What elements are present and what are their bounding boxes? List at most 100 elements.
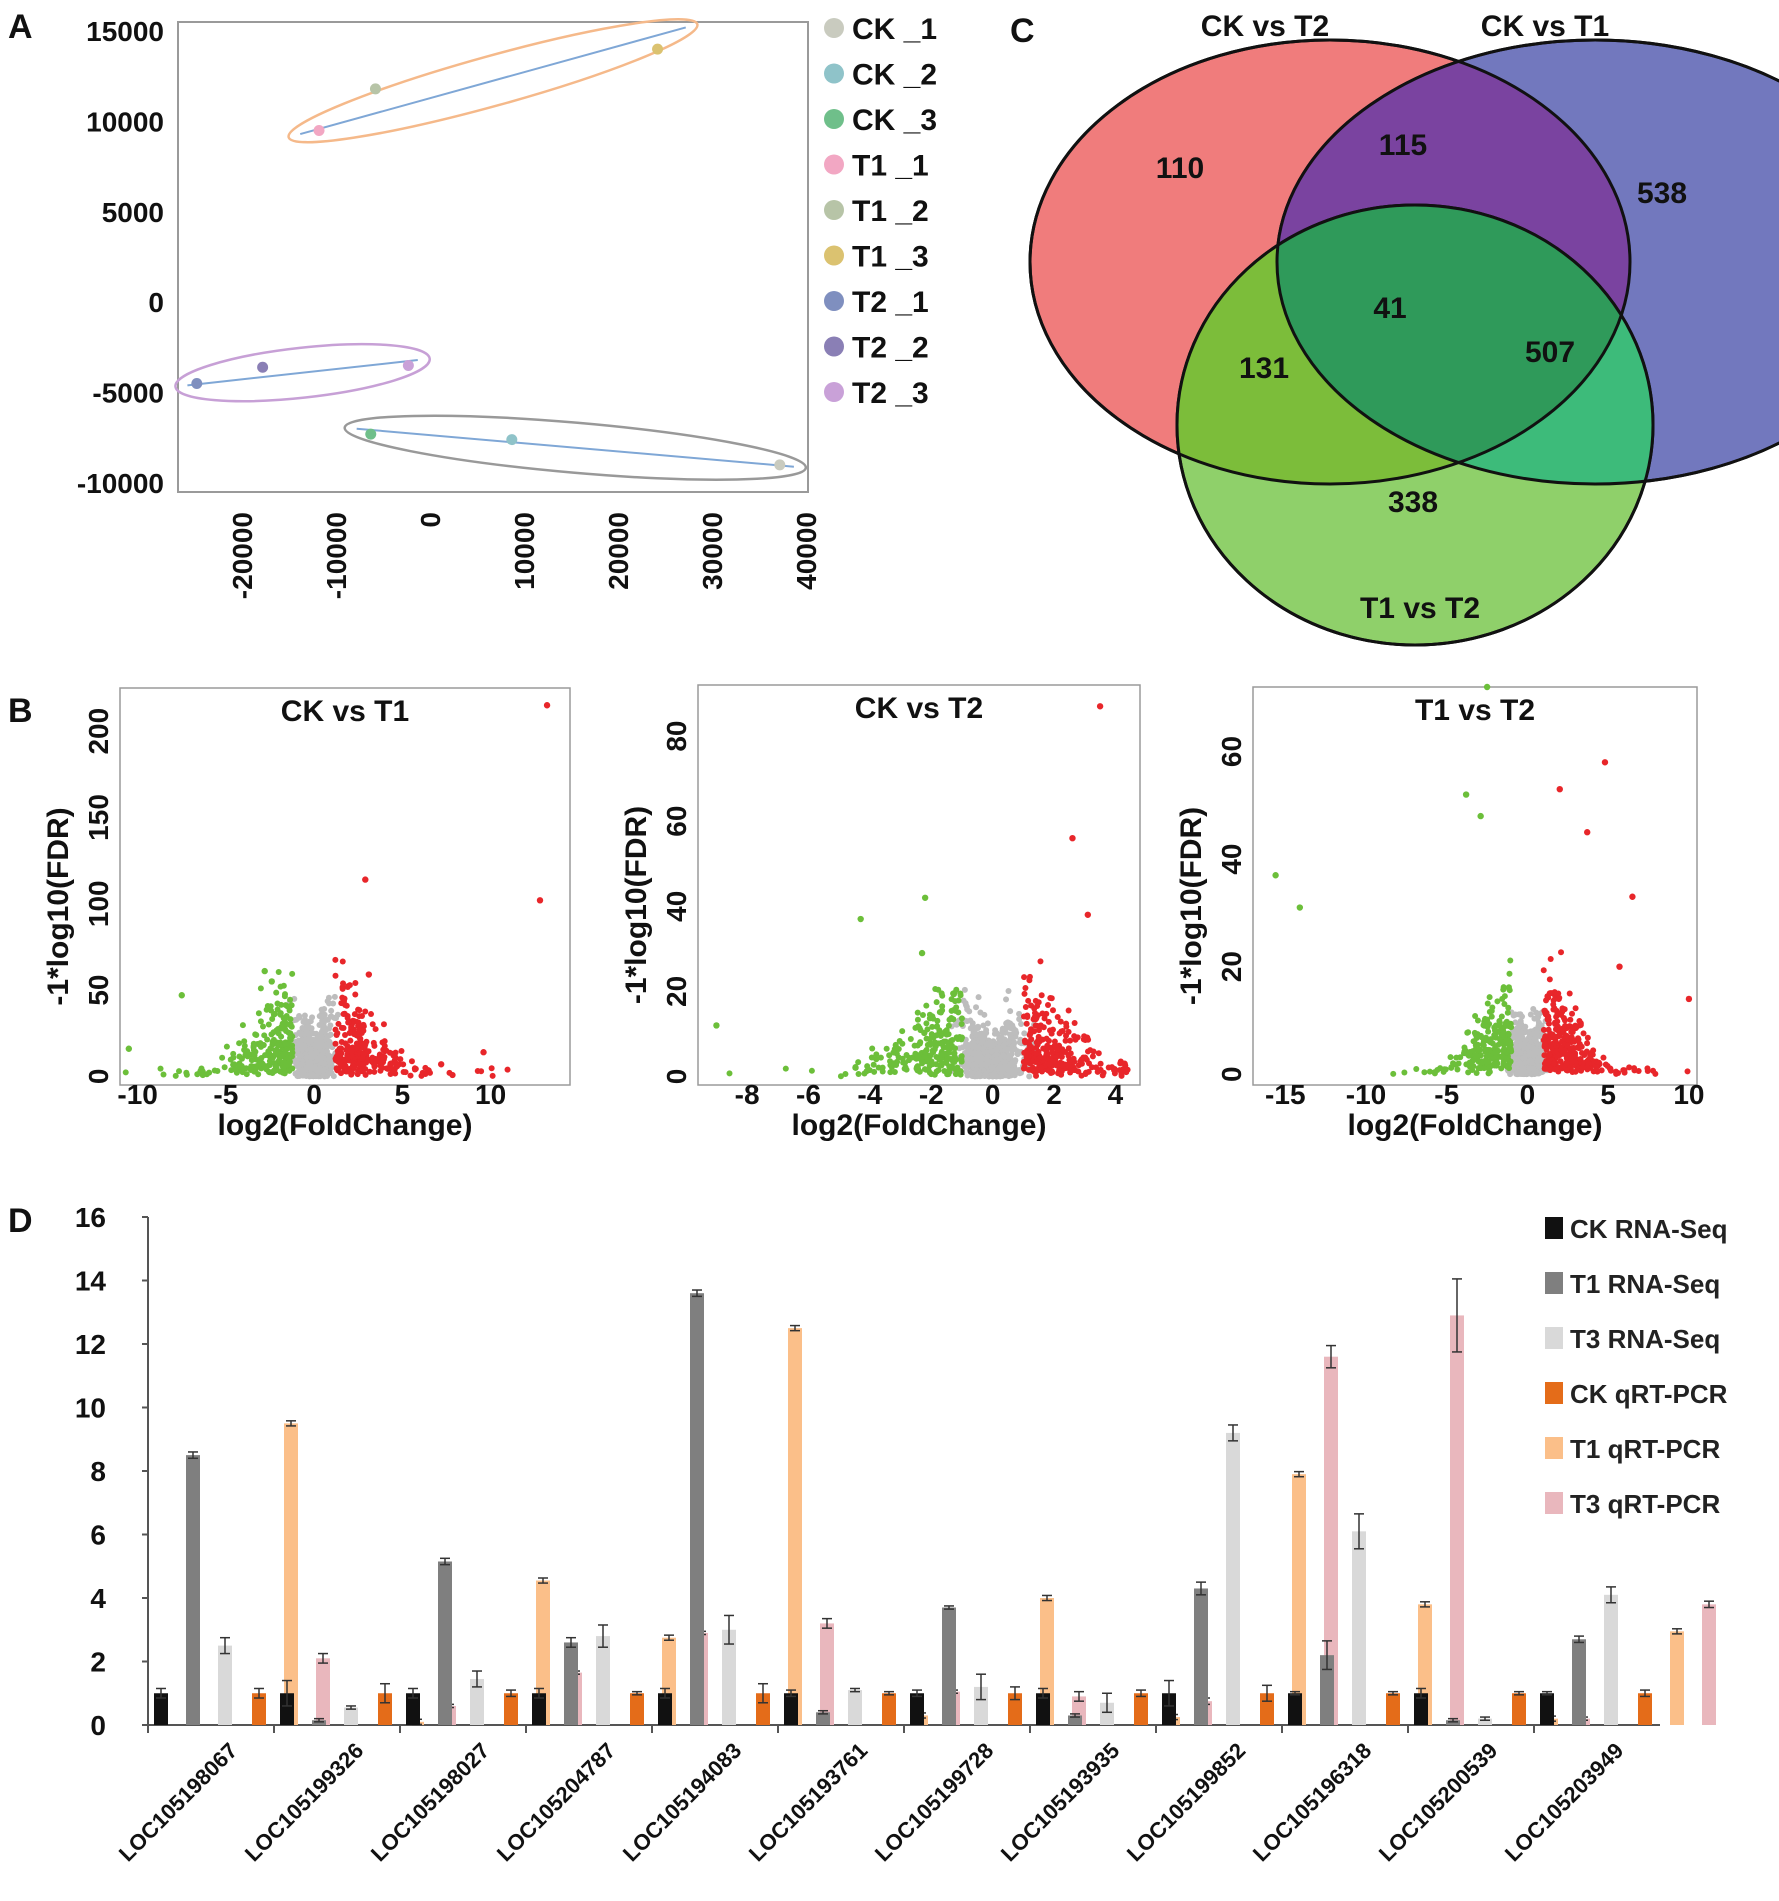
volcano-point-up: [1568, 1058, 1575, 1065]
volcano-x-tick-label: 5: [1600, 1079, 1616, 1110]
volcano-point-up: [354, 1043, 361, 1050]
volcano-point-ns: [993, 1046, 1000, 1053]
volcano-point-up: [1033, 1072, 1040, 1079]
volcano-point-up: [1046, 1044, 1053, 1051]
volcano-point-down: [231, 1061, 238, 1068]
volcano-point-down: [1470, 1063, 1477, 1070]
volcano-title: CK vs T2: [855, 692, 983, 725]
volcano-plot-ck-vs-t1: CK vs T1-10 -5 0 5 10050100150200log2(FoldCh…: [42, 687, 571, 1142]
volcano-point-up: [1071, 1020, 1078, 1027]
volcano-highlight-point: [1483, 683, 1491, 691]
volcano-point-up: [371, 1068, 378, 1075]
volcano-point-down: [1481, 1022, 1488, 1029]
volcano-point-down: [1464, 1029, 1471, 1036]
volcano-point-up: [1027, 1060, 1034, 1067]
bar: [788, 1328, 802, 1725]
volcano-point-ns: [972, 1025, 979, 1032]
bar-legend-swatch: [1545, 1217, 1563, 1239]
volcano-point-down: [241, 1038, 248, 1045]
volcano-x-tick-label: 4: [1108, 1079, 1124, 1110]
volcano-y-tick-label: 0: [83, 1069, 114, 1085]
volcano-point-down: [270, 1029, 277, 1036]
panel-label-d: D: [8, 1202, 33, 1240]
volcano-point-ns: [995, 1056, 1002, 1063]
volcano-point-up: [1065, 1045, 1072, 1052]
volcano-point-up: [426, 1069, 433, 1076]
volcano-point-up: [1099, 1072, 1106, 1079]
volcano-point-down: [914, 1016, 921, 1023]
volcano-point-down: [1494, 998, 1501, 1005]
volcano-point-up: [1540, 1037, 1547, 1044]
volcano-point-ns: [1517, 1033, 1524, 1040]
volcano-highlight-point: [1462, 791, 1470, 798]
volcano-point-up: [338, 1070, 345, 1077]
volcano-point-down: [275, 968, 282, 975]
volcano-point-down: [176, 1068, 183, 1075]
volcano-point-down: [952, 1045, 959, 1052]
volcano-point-down: [265, 1052, 272, 1059]
volcano-point-down: [1491, 1049, 1498, 1056]
volcano-point-up: [332, 1026, 339, 1033]
volcano-x-axis-label: log2(FoldChange): [1348, 1109, 1603, 1142]
volcano-y-tick-label: 20: [661, 976, 692, 1007]
volcano-point-down: [236, 1053, 243, 1060]
volcano-point-down: [268, 1007, 275, 1014]
volcano-point-ns: [1014, 1051, 1021, 1058]
volcano-point-up: [1600, 1054, 1607, 1061]
volcano-point-down: [227, 1056, 234, 1063]
volcano-point-down: [1413, 1066, 1420, 1073]
volcano-point-down: [282, 1040, 289, 1047]
volcano-y-axis-label: -1*log10(FDR): [42, 807, 75, 1005]
pca-y-tick-label: 10000: [86, 106, 164, 137]
volcano-point-down: [927, 1041, 934, 1048]
bar-legend-swatch: [1545, 1492, 1563, 1514]
bar: [1604, 1594, 1618, 1725]
volcano-point-down: [1485, 1052, 1492, 1059]
volcano-cloud: [1502, 1005, 1553, 1078]
bar-category-label: LOC105194083: [618, 1738, 746, 1866]
volcano-point-down: [945, 1022, 952, 1029]
volcano-point-down: [1487, 1039, 1494, 1046]
venn-set-label-3: T1 vs T2: [1360, 592, 1480, 625]
volcano-point-up: [1040, 1055, 1047, 1062]
volcano-point-down: [289, 1049, 296, 1056]
volcano-point-down: [1492, 1061, 1499, 1068]
volcano-point-down: [278, 1033, 285, 1040]
volcano-y-tick-label: 60: [1216, 736, 1247, 767]
volcano-point-ns: [1004, 1062, 1011, 1069]
volcano-point-down: [242, 1052, 249, 1059]
volcano-point-up: [1556, 1033, 1563, 1040]
volcano-x-tick-label: -4: [857, 1079, 882, 1110]
volcano-point-up: [1024, 1014, 1031, 1021]
volcano-point-down: [923, 1002, 930, 1009]
volcano-point-down: [837, 1073, 844, 1080]
volcano-x-tick-label: -10: [1346, 1079, 1386, 1110]
volcano-point-down: [958, 1015, 965, 1022]
volcano-point-up: [1023, 1020, 1030, 1027]
volcano-point-down: [927, 1052, 934, 1059]
volcano-point-down: [1474, 1056, 1481, 1063]
volcano-x-tick-label: -2: [919, 1079, 944, 1110]
volcano-point-down: [264, 1036, 271, 1043]
pca-y-tick-label: -5000: [92, 378, 164, 409]
volcano-highlight-point: [1069, 834, 1076, 842]
volcano-point-down: [939, 1003, 946, 1010]
volcano-point-down: [199, 1072, 206, 1079]
volcano-point-down: [935, 1067, 942, 1074]
bar-y-tick-label: 2: [90, 1647, 106, 1678]
volcano-point-down: [917, 1039, 924, 1046]
volcano-point-up: [1568, 1028, 1575, 1035]
bar: [1352, 1531, 1366, 1725]
volcano-frame: [1252, 686, 1698, 1086]
volcano-highlight-point: [1556, 785, 1563, 793]
volcano-point-ns: [306, 1035, 313, 1042]
bar-category-label: LOC105193761: [744, 1738, 872, 1866]
volcano-point-ns: [970, 1039, 977, 1046]
volcano-point-down: [1482, 1047, 1489, 1054]
volcano-point-ns: [983, 1041, 990, 1048]
pca-y-tick-label: 15000: [86, 16, 164, 47]
volcano-point-up: [1566, 990, 1573, 997]
volcano-x-tick-label: -8: [735, 1079, 760, 1110]
volcano-point-up: [1033, 1044, 1040, 1051]
volcano-point-down: [257, 1055, 264, 1062]
